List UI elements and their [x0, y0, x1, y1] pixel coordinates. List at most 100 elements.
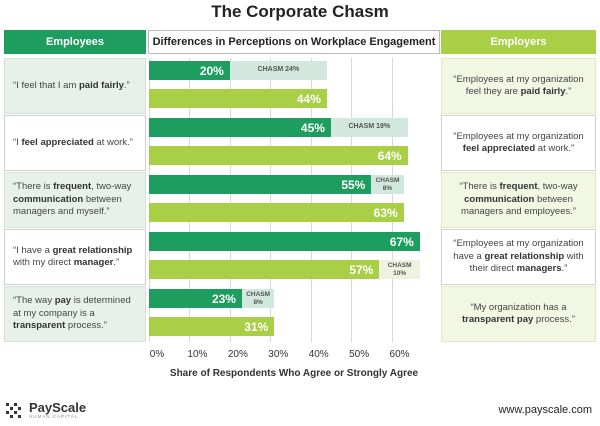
- statement-text: “I have a: [13, 244, 53, 256]
- emphasis-text: great relationship: [484, 250, 565, 262]
- statement-text: .”: [123, 79, 130, 91]
- employee-bar: 20%: [149, 61, 230, 80]
- statement-text: .”: [561, 263, 568, 275]
- employer-bar: 63%: [149, 203, 404, 222]
- payscale-logo: PayScale HUMAN CAPITAL: [6, 401, 86, 419]
- emphasis-text: communication: [464, 193, 535, 205]
- chasm-box: CHASM 10%: [379, 260, 420, 279]
- chart-subtitle-header: Differences in Perceptions on Workplace …: [148, 30, 440, 54]
- chasm-value: 19%: [376, 123, 391, 131]
- chasm-word: CHASM: [246, 291, 271, 299]
- emphasis-text: manager: [73, 257, 114, 268]
- employee-statement: “I have a great relationship with my dir…: [4, 229, 146, 285]
- x-tick-label: 0%: [149, 349, 165, 360]
- employee-statement: “The way pay is determined at my company…: [4, 286, 146, 342]
- x-tick-label: 40%: [308, 349, 329, 360]
- chasm-value: 24%: [285, 66, 300, 74]
- x-tick-label: 10%: [187, 349, 208, 360]
- employer-statement: “There is frequent, two-way communicatio…: [441, 172, 596, 228]
- employee-bar: 45%: [149, 118, 331, 137]
- employee-statement-text: “There is frequent, two-way communicatio…: [13, 181, 137, 218]
- statement-text: “I feel that I am: [13, 79, 79, 91]
- employee-bar-label: 23%: [211, 291, 236, 306]
- employee-statement-text: “I feel that I am paid fairly.”: [13, 80, 137, 92]
- gridline: [189, 58, 191, 342]
- statement-text: between managers and employees.”: [460, 193, 577, 218]
- employee-bar-label: 67%: [389, 234, 414, 249]
- x-tick-label: 20%: [227, 349, 248, 360]
- employee-bar-label: 20%: [199, 63, 224, 78]
- statement-text: , two-way: [91, 181, 132, 193]
- statement-text: , two-way: [537, 181, 578, 193]
- emphasis-text: feel appreciated: [21, 136, 94, 148]
- employee-bar-label: 45%: [300, 120, 325, 135]
- employer-statement-text: “There is frequent, two-way communicatio…: [450, 181, 587, 218]
- employer-statement-text: “Employees at my organization have a gre…: [450, 238, 587, 275]
- employee-statement: “I feel appreciated at work.”: [4, 115, 146, 171]
- chasm-value: 8%: [382, 184, 393, 192]
- gridline: [149, 58, 150, 342]
- employee-bar: 23%: [149, 289, 242, 308]
- employee-statement-text: “The way pay is determined at my company…: [13, 295, 137, 332]
- employer-statement: “Employees at my organization feel appre…: [441, 115, 596, 171]
- statement-text: “Employees at my organization feel they …: [453, 73, 584, 97]
- employer-statement: “Employees at my organization have a gre…: [441, 229, 596, 285]
- statement-text: “There is: [459, 181, 500, 193]
- employer-statement-text: “Employees at my organization feel appre…: [450, 131, 587, 156]
- statement-text: .”: [565, 86, 572, 97]
- employers-header: Employers: [441, 30, 596, 54]
- emphasis-text: communication: [13, 193, 84, 205]
- chasm-box: CHASM 8%: [371, 175, 404, 194]
- chasm-line: CHASM 24%: [258, 66, 300, 74]
- x-tick-label: 50%: [349, 349, 370, 360]
- chart-title: The Corporate Chasm: [211, 2, 389, 21]
- employee-statement-text: “I feel appreciated at work.”: [13, 137, 137, 149]
- statement-text: “Employees at my organization: [453, 130, 584, 142]
- x-tick-label: 30%: [268, 349, 289, 360]
- statement-text: with their direct: [469, 250, 584, 275]
- statement-text: “My organization has a: [470, 301, 567, 313]
- employer-bar-label: 63%: [373, 205, 398, 220]
- x-axis-label: Share of Respondents Who Agree or Strong…: [169, 368, 419, 379]
- employer-statement-text: “My organization has a transparent pay p…: [450, 302, 587, 327]
- employer-statement: “My organization has a transparent pay p…: [441, 286, 596, 342]
- emphasis-text: feel appreciated: [462, 143, 536, 154]
- employee-statement: “I feel that I am paid fairly.”: [4, 58, 146, 114]
- employee-bar-label: 55%: [341, 177, 366, 192]
- emphasis-text: managers: [516, 263, 562, 275]
- emphasis-text: great relationship: [52, 244, 133, 256]
- employees-header: Employees: [4, 30, 146, 54]
- employer-bar: 64%: [149, 146, 408, 165]
- employer-bar-label: 57%: [349, 262, 374, 277]
- logo-tagline: HUMAN CAPITAL: [29, 414, 79, 419]
- statement-text: “The way: [13, 295, 55, 307]
- gridline: [351, 58, 353, 342]
- employer-bar: 31%: [149, 317, 275, 336]
- employer-bar-label: 44%: [296, 91, 321, 106]
- chasm-box: CHASM 8%: [241, 289, 275, 308]
- emphasis-text: paid fairly: [520, 86, 566, 97]
- employee-bar: 67%: [149, 232, 420, 251]
- statement-text: at work.”: [93, 136, 133, 148]
- statement-text: “There is: [13, 181, 54, 193]
- chasm-word: CHASM: [257, 66, 284, 74]
- chasm-word: CHASM: [387, 262, 412, 270]
- statement-text: with my direct: [13, 257, 74, 268]
- gridline: [310, 58, 312, 342]
- employer-bar-label: 64%: [377, 148, 402, 163]
- emphasis-text: pay: [54, 295, 72, 307]
- emphasis-text: frequent: [499, 181, 538, 193]
- statement-text: process.”: [533, 314, 575, 325]
- statement-text: at work.”: [535, 143, 575, 154]
- emphasis-text: frequent: [53, 181, 92, 193]
- chasm-value: 10%: [393, 269, 407, 277]
- employee-statement-text: “I have a great relationship with my dir…: [13, 245, 137, 270]
- chasm-word: CHASM: [348, 123, 375, 131]
- gridline: [270, 58, 272, 342]
- payscale-logo-icon: [6, 403, 21, 418]
- chasm-box: CHASM 19%: [330, 118, 408, 137]
- emphasis-text: transparent: [13, 320, 66, 332]
- employer-bar-label: 31%: [244, 319, 269, 334]
- employer-statement-text: “Employees at my organization feel they …: [450, 74, 587, 99]
- statement-text: “I: [13, 136, 22, 148]
